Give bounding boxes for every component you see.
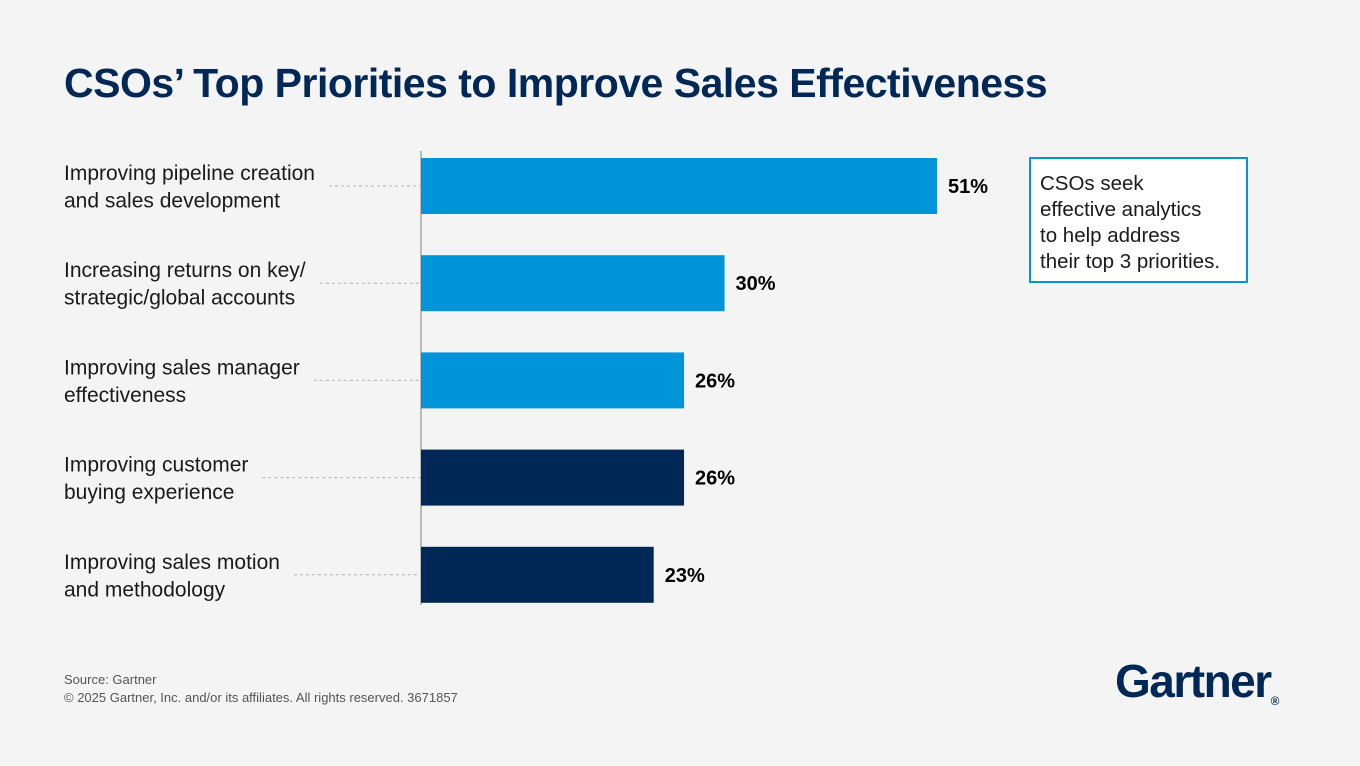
category-label: Improving sales motion and methodology [64,551,280,602]
callout-text: CSOs seek effective analytics to help ad… [1040,172,1221,273]
value-label: 26% [695,468,735,490]
category-label: Increasing returns on key/strategic/glob… [64,259,306,310]
source-note: Source: Gartner [64,672,157,687]
value-label: 26% [695,370,735,392]
category-label: Improving pipeline creation and sales dev… [64,162,315,213]
category-label: Improving customer buying experience [64,454,248,505]
gartner-logo: Gartner® [1115,654,1280,708]
value-label: 23% [665,565,705,587]
value-label: 51% [948,176,988,198]
bar [421,158,937,214]
bar [421,255,725,312]
value-label: 30% [736,273,776,295]
copyright-note: © 2025 Gartner, Inc. and/or its affiliat… [64,690,458,705]
chart-title: CSOs’ Top Priorities to Improve Sales Ef… [64,60,1048,106]
bar [421,546,654,603]
registered-mark: ® [1270,694,1280,708]
bar [421,352,685,409]
footer: Source: Gartner © 2025 Gartner, Inc. and… [64,671,458,707]
logo-text: Gartner [1115,655,1272,707]
callout-box: CSOs seek effective analytics to help ad… [1029,157,1248,283]
bar [421,449,685,506]
category-label: Improving sales manager effectiveness [64,356,300,407]
